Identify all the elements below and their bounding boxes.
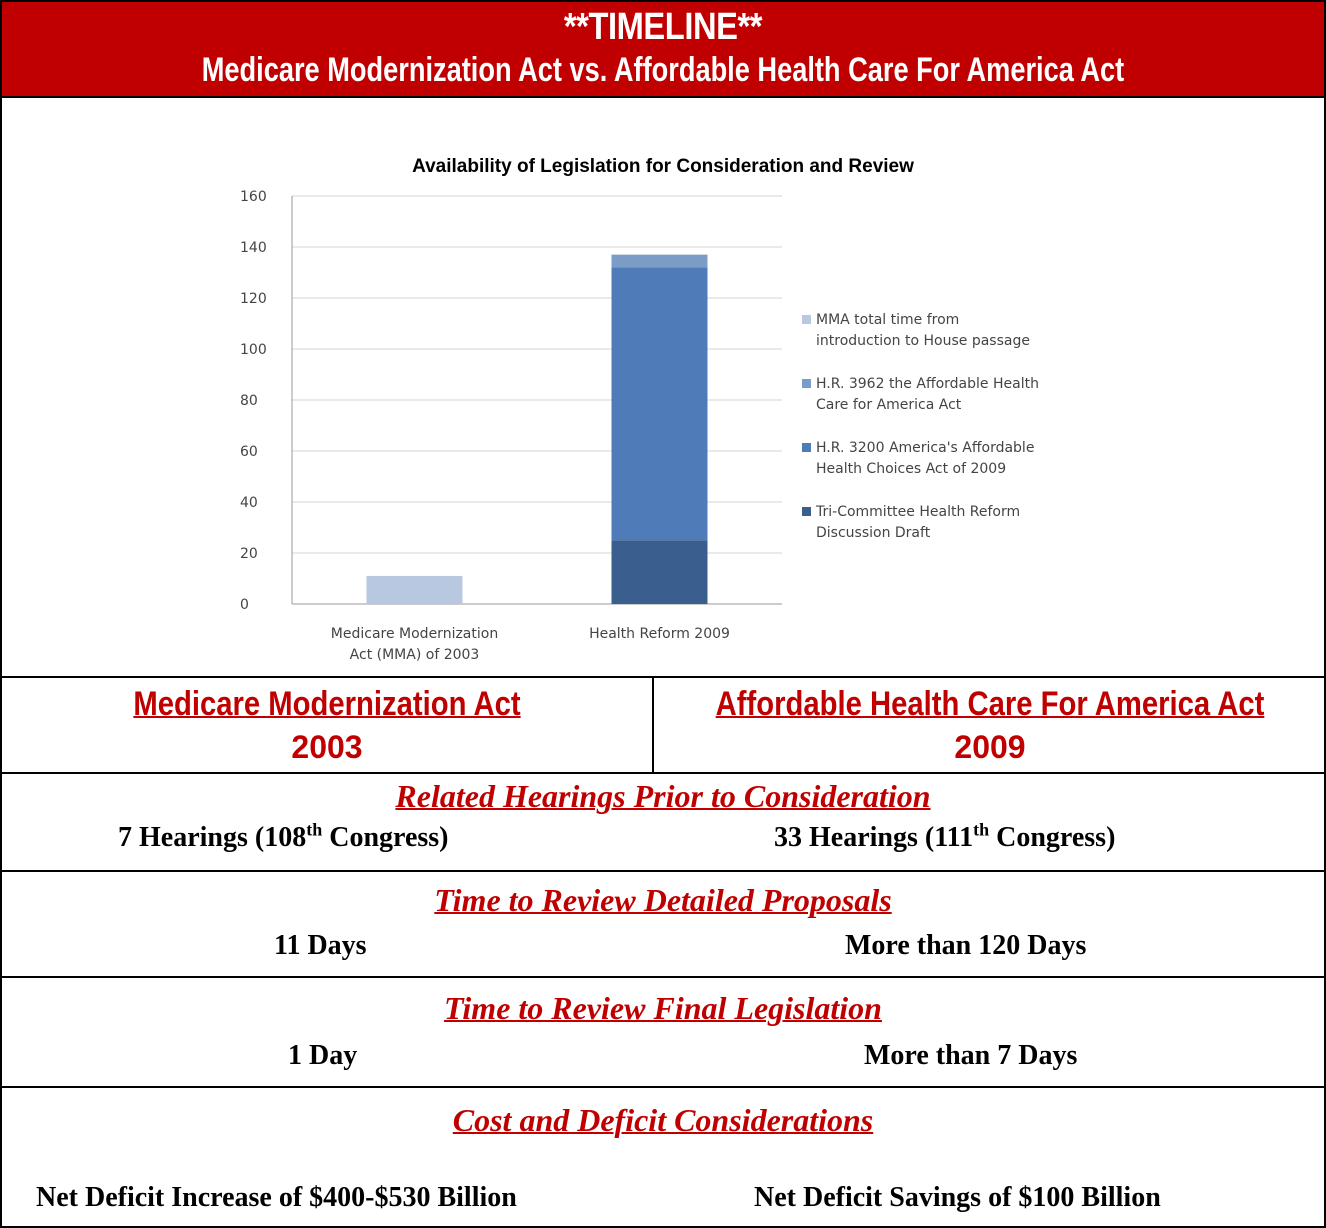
legend-label: H.R. 3200 America's Affordable	[816, 440, 1034, 456]
acts-header-row: Medicare Modernization Act 2003 Affordab…	[2, 678, 1324, 774]
page-subtitle: Medicare Modernization Act vs. Affordabl…	[201, 51, 1125, 89]
act-left-year: 2003	[291, 729, 363, 765]
final-title: Time to Review Final Legislation	[444, 990, 882, 1026]
act-right-name: Affordable Health Care For America Act	[715, 685, 1265, 723]
y-tick-label: 100	[240, 342, 267, 358]
hearings-left: 7 Hearings (108th Congress)	[118, 819, 449, 853]
section-cost: Cost and Deficit Considerations Net Defi…	[2, 1088, 1324, 1226]
act-right: Affordable Health Care For America Act 2…	[656, 678, 1324, 772]
bar-segment	[366, 575, 463, 604]
bar-segment	[611, 267, 708, 541]
y-tick-label: 0	[240, 597, 249, 613]
x-tick-label: Medicare Modernization	[331, 626, 498, 642]
proposals-title: Time to Review Detailed Proposals	[434, 882, 892, 918]
section-proposals: Time to Review Detailed Proposals 11 Day…	[2, 872, 1324, 978]
header-banner: **TIMELINE** Medicare Modernization Act …	[2, 2, 1324, 98]
section-final: Time to Review Final Legislation 1 Day M…	[2, 978, 1324, 1088]
y-tick-label: 140	[240, 240, 267, 256]
legend-label: H.R. 3962 the Affordable Health	[816, 376, 1039, 392]
y-tick-label: 40	[240, 495, 258, 511]
act-left-name: Medicare Modernization Act	[133, 685, 521, 723]
page-title: **TIMELINE**	[563, 6, 763, 48]
legend-label: Care for America Act	[816, 397, 962, 413]
y-tick-label: 160	[240, 189, 267, 205]
legend-swatch	[802, 443, 811, 452]
cost-right: Net Deficit Savings of $100 Billion	[754, 1182, 1161, 1213]
x-tick-label: Health Reform 2009	[589, 626, 730, 642]
legend-swatch	[802, 507, 811, 516]
proposals-right: More than 120 Days	[845, 930, 1087, 961]
hearings-title: Related Hearings Prior to Consideration	[395, 778, 931, 814]
bar-segment	[611, 254, 708, 268]
cost-title: Cost and Deficit Considerations	[452, 1102, 874, 1138]
section-hearings: Related Hearings Prior to Consideration …	[2, 774, 1324, 872]
hearings-right: 33 Hearings (111th Congress)	[774, 819, 1116, 853]
chart-title: Availability of Legislation for Consider…	[412, 156, 914, 177]
legend-swatch	[802, 315, 811, 324]
legend-label: introduction to House passage	[816, 333, 1030, 349]
chart-panel: Availability of Legislation for Consider…	[2, 98, 1324, 678]
final-right: More than 7 Days	[864, 1040, 1078, 1071]
legislation-chart: 0 20 40 60 80 100 120 140 160 Medicare Modernizat…	[240, 189, 1039, 663]
y-tick-label: 20	[240, 546, 258, 562]
x-tick-label: Act (MMA) of 2003	[350, 647, 480, 663]
act-right-year: 2009	[954, 729, 1026, 765]
legend-label: Discussion Draft	[816, 525, 931, 541]
y-tick-label: 60	[240, 444, 258, 460]
cost-left: Net Deficit Increase of $400-$530 Billio…	[36, 1182, 517, 1213]
act-left: Medicare Modernization Act 2003	[2, 678, 654, 772]
legend-label: Health Choices Act of 2009	[816, 461, 1006, 477]
proposals-left: 11 Days	[274, 930, 367, 961]
legend-label: MMA total time from	[816, 312, 959, 328]
legend-label: Tri-Committee Health Reform	[815, 504, 1020, 520]
y-tick-label: 120	[240, 291, 267, 307]
final-left: 1 Day	[288, 1040, 358, 1071]
y-tick-label: 80	[240, 393, 258, 409]
legend-swatch	[802, 379, 811, 388]
bar-segment	[611, 540, 708, 604]
